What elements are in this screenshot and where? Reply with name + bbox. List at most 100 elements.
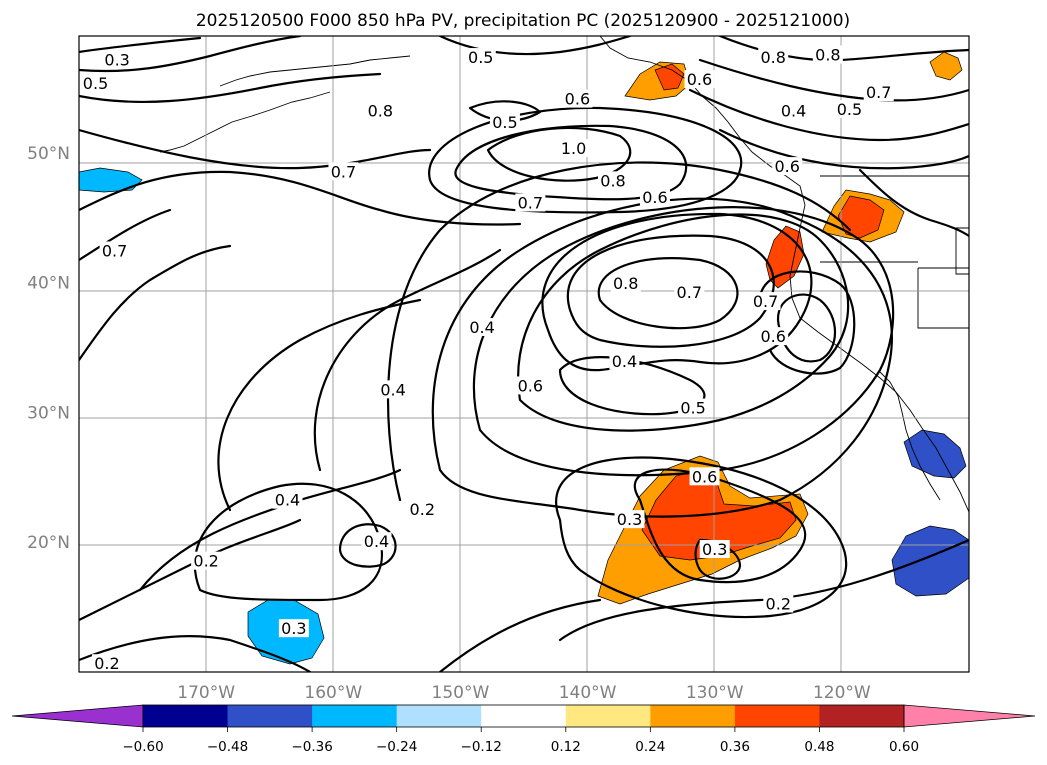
contour-label: 0.8 — [815, 45, 840, 64]
contour-label-bg — [465, 48, 496, 67]
contour-label-bg — [598, 171, 628, 190]
precip-area-mexico-blue — [891, 525, 969, 597]
contour-label-bg — [834, 99, 865, 118]
contour-label-bg — [689, 467, 720, 486]
colorbar-extend-low — [11, 704, 144, 728]
latitude-axis: 20°N 30°N 40°N 50°N — [27, 144, 70, 553]
contour-label: 0.8 — [368, 101, 393, 120]
contour-label: 0.4 — [781, 101, 806, 120]
contour-label-bg — [609, 351, 640, 370]
contour-label-bg — [778, 101, 809, 120]
contour-label: 0.8 — [600, 171, 625, 190]
contour-label: 0.7 — [866, 83, 891, 102]
colorbar-tick-label: 0.12 — [551, 739, 581, 755]
contour-label: 0.6 — [692, 467, 717, 486]
contour-label-bg — [614, 510, 645, 529]
contour-label-bg — [407, 499, 438, 518]
contour-label: 0.5 — [492, 113, 517, 132]
contour-label-bg — [674, 282, 705, 301]
chart-title: 2025120500 F000 850 hPa PV, precipitatio… — [196, 11, 850, 31]
y-tick-label: 40°N — [27, 274, 70, 294]
contour-label-bg — [763, 594, 794, 613]
contour-label-bg — [361, 532, 392, 551]
contour-label: 0.7 — [518, 193, 543, 212]
contour-label-bg — [272, 490, 303, 509]
contour-label: 0.2 — [94, 654, 119, 673]
y-tick-label: 30°N — [27, 403, 70, 423]
contour-label: 0.5 — [83, 74, 108, 93]
contour-label-bg — [699, 539, 730, 558]
contour-label: 0.7 — [753, 292, 778, 311]
contour-label-bg — [515, 193, 546, 212]
contour-label: 0.6 — [760, 327, 785, 346]
contour-label: 0.6 — [774, 157, 799, 176]
colorbar-tick-label: 0.60 — [889, 739, 919, 755]
contour-label-bg — [278, 619, 309, 638]
map-panel: 0.30.50.50.80.70.51.00.80.7 0.60.8 0.80.60… — [79, 36, 969, 673]
colorbar-extend-high — [903, 704, 1036, 728]
contour-label: 0.7 — [331, 162, 356, 181]
colorbar-segment — [481, 705, 567, 727]
contour-label: 0.7 — [102, 241, 127, 260]
contour-label-bg — [610, 273, 641, 292]
y-tick-label: 20°N — [27, 533, 70, 553]
x-tick-label: 150°W — [432, 683, 490, 703]
precip-area-northwest-us-red — [837, 195, 885, 239]
contour-label-bg — [102, 50, 133, 69]
x-tick-label: 170°W — [177, 683, 235, 703]
contour-label: 0.3 — [281, 619, 306, 638]
colorbar-tick-label: 0.36 — [720, 739, 750, 755]
contour-label: 0.2 — [410, 500, 435, 519]
contour-label-bg — [863, 83, 894, 102]
contour-label: 0.5 — [680, 399, 705, 418]
contour-label: 0.5 — [468, 48, 493, 67]
contour-label: 0.5 — [837, 100, 862, 119]
colorbar-tick-label: −0.12 — [461, 739, 502, 755]
contour-label: 0.4 — [380, 380, 405, 399]
contour-label: 0.4 — [364, 532, 389, 551]
colorbar-segment — [312, 705, 398, 727]
colorbar-tick-label: −0.48 — [207, 739, 248, 755]
contour-label-layer: 0.30.50.50.80.70.51.00.80.7 0.60.8 0.80.60… — [80, 45, 894, 673]
contour-label: 0.8 — [760, 48, 785, 67]
contour-label: 0.6 — [687, 70, 712, 89]
contour-label-bg — [378, 380, 409, 399]
contour-label: 0.3 — [617, 510, 642, 529]
contour-label-bg — [750, 292, 781, 311]
contour-label-bg — [562, 89, 593, 108]
contour-label-bg — [191, 551, 222, 570]
contour-label: 0.4 — [612, 352, 637, 371]
x-tick-label: 130°W — [686, 683, 744, 703]
colorbar-segment — [396, 705, 482, 727]
contour-label-bg — [80, 74, 111, 93]
precip-area-gulf-alaska-red — [654, 63, 685, 91]
contour-label-bg — [812, 45, 843, 64]
colorbar-segment — [565, 705, 651, 727]
contour-label: 0.7 — [677, 283, 702, 302]
contour-label-bg — [678, 398, 709, 417]
contour-label: 0.6 — [565, 90, 590, 109]
contour-label: 0.2 — [766, 595, 791, 614]
contour-label: 0.4 — [469, 318, 494, 337]
map-frame — [78, 35, 970, 673]
contour-label-bg — [758, 327, 789, 346]
colorbar-tick-label: −0.36 — [291, 739, 332, 755]
contour-label-bg — [91, 654, 122, 672]
colorbar-tick-label: 0.48 — [804, 739, 834, 755]
contour-label: 0.4 — [275, 491, 300, 510]
colorbar-tick-label: −0.60 — [122, 739, 163, 755]
precip-area-baja-blue — [903, 429, 967, 479]
contour-label-bg — [558, 138, 589, 157]
contour-label: 0.3 — [702, 540, 727, 559]
colorbar-segment — [819, 705, 905, 727]
colorbar-tick-label: −0.24 — [376, 739, 417, 755]
contour-label-bg — [639, 188, 670, 207]
colorbar-segment — [650, 705, 736, 727]
contour-label-bg — [772, 157, 803, 176]
colorbar-frame — [142, 704, 905, 728]
pv-contours — [79, 36, 969, 672]
contour-label: 1.0 — [561, 139, 586, 158]
contour-label: 0.3 — [104, 51, 129, 70]
contour-label-bg — [99, 241, 130, 260]
